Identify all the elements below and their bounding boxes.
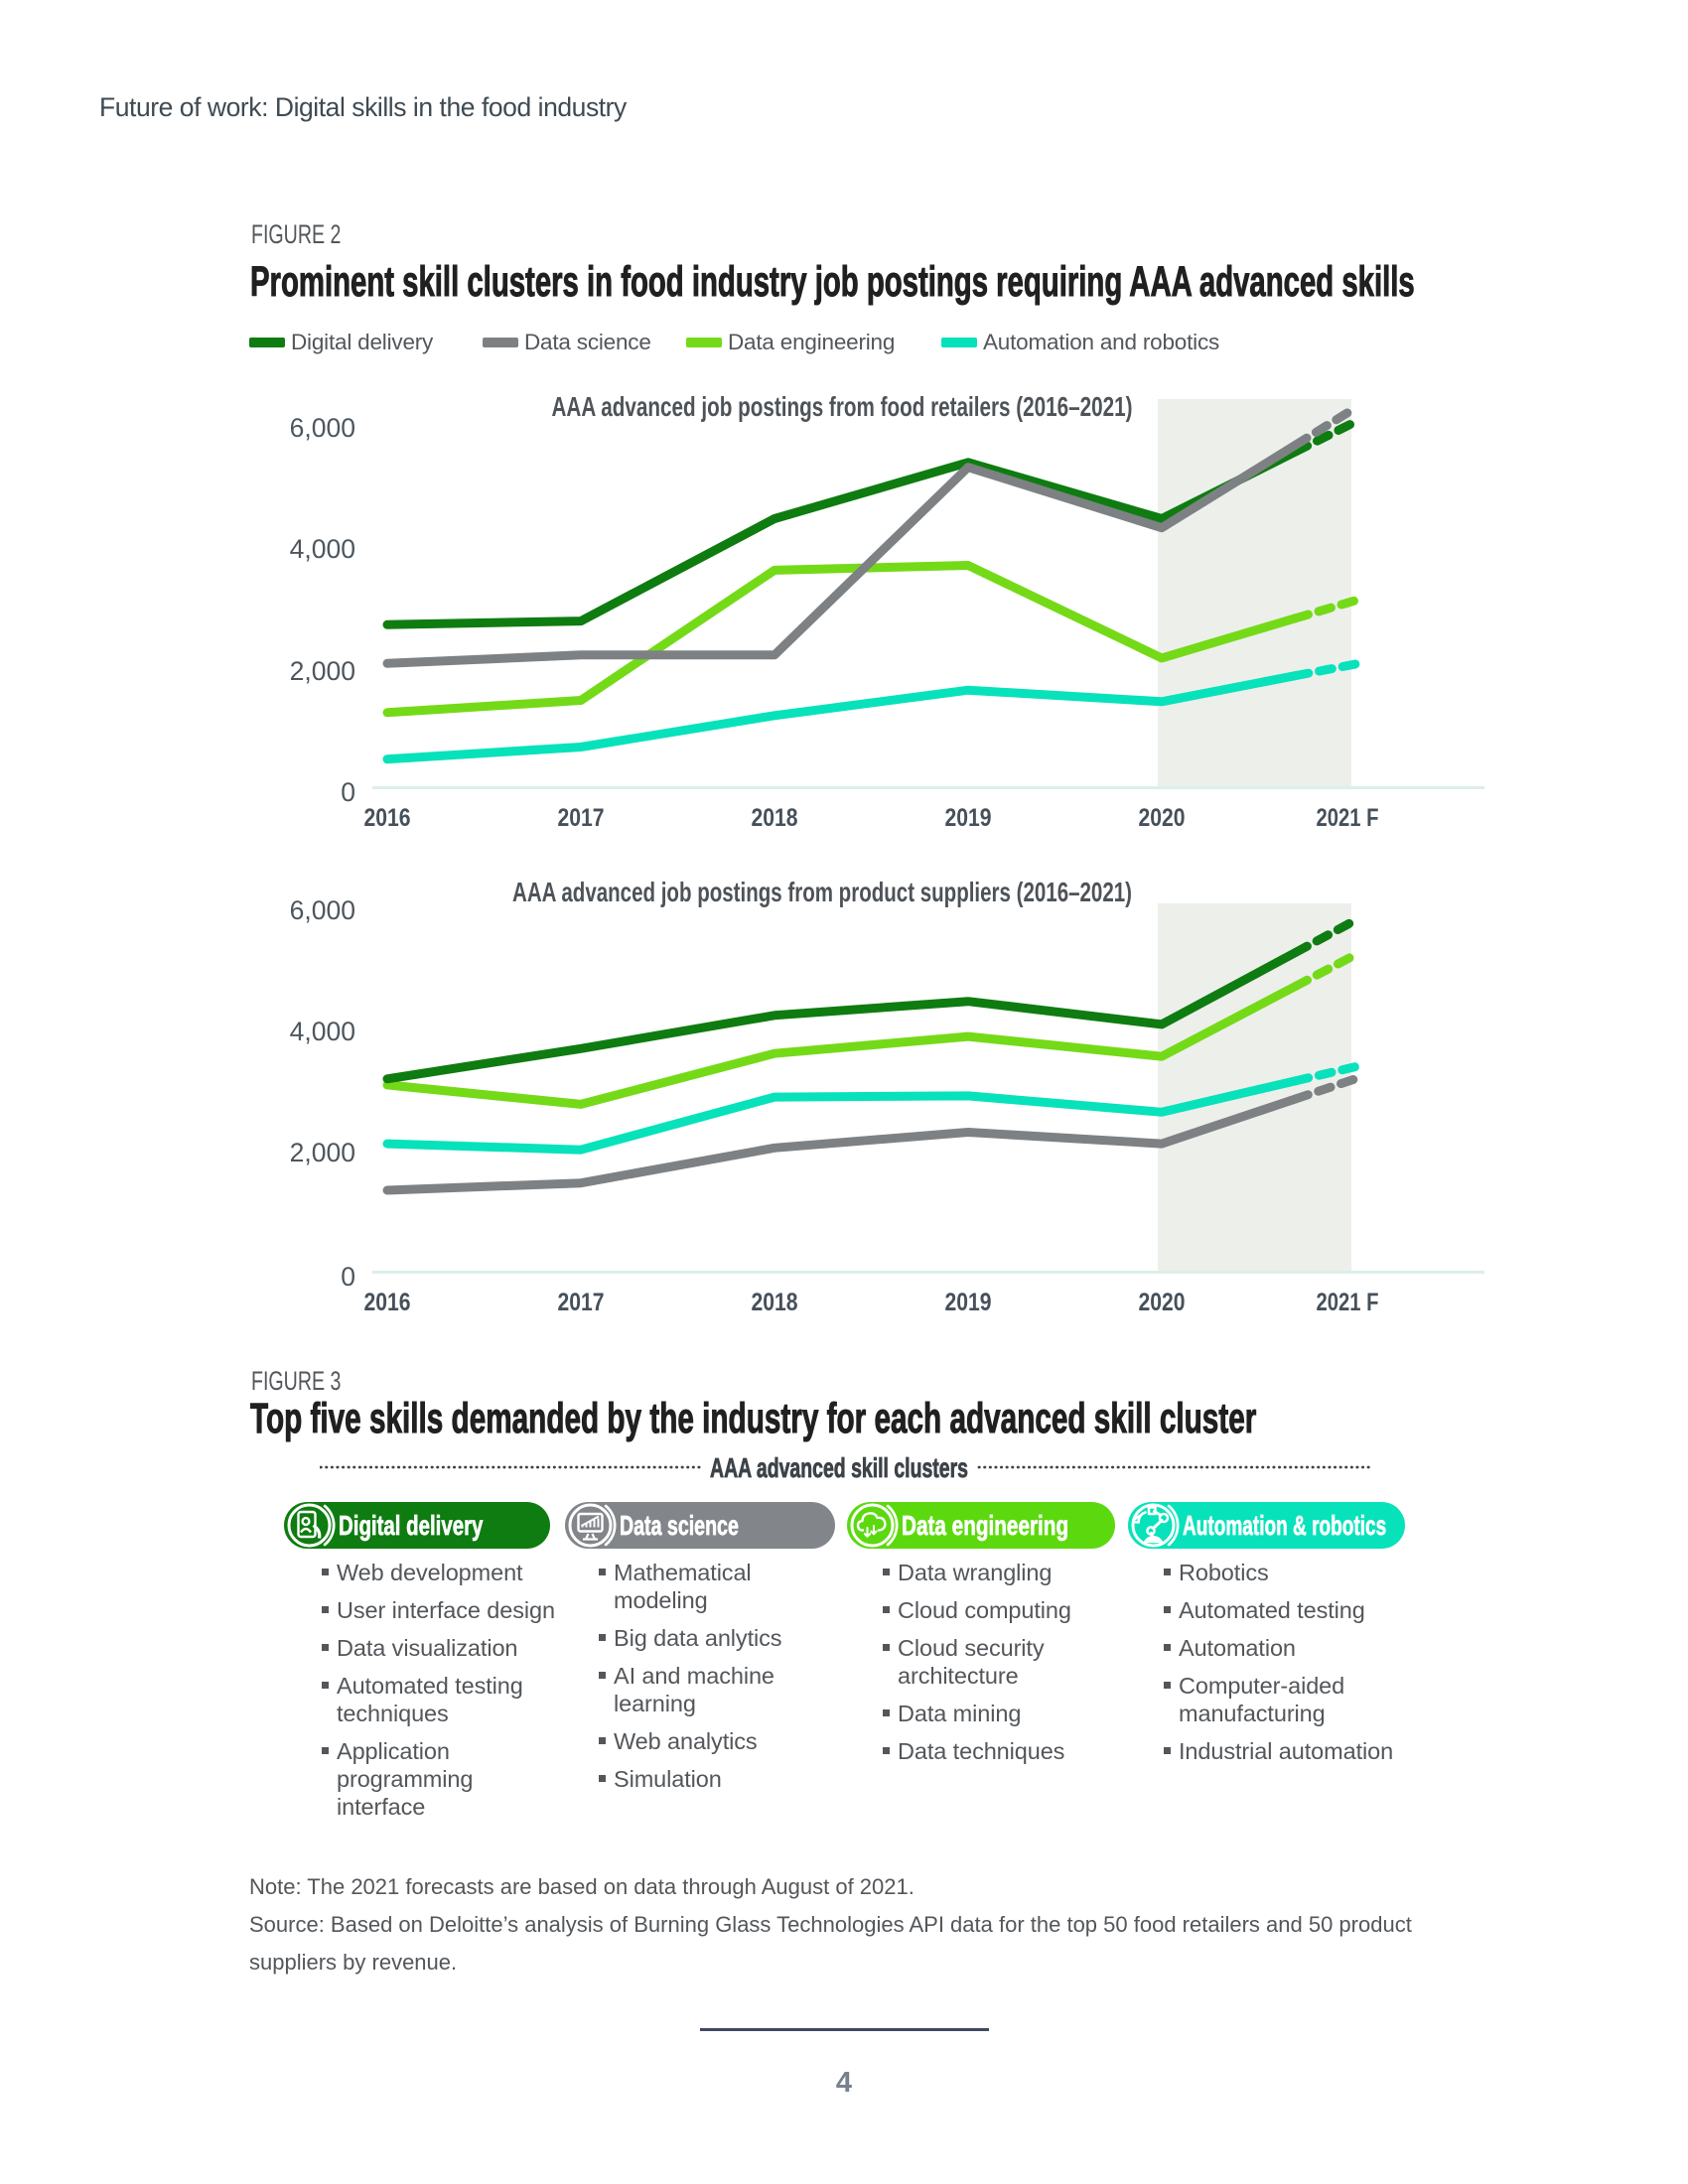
svg-text:2020: 2020 — [1139, 804, 1186, 832]
svg-text:2018: 2018 — [752, 804, 798, 832]
svg-text:2,000: 2,000 — [290, 1138, 355, 1167]
svg-text:2018: 2018 — [752, 1289, 798, 1316]
svg-text:AAA advanced job postings from: AAA advanced job postings from product s… — [512, 877, 1132, 907]
svg-text:2016: 2016 — [364, 1289, 411, 1316]
svg-text:2020: 2020 — [1139, 1289, 1186, 1316]
svg-text:2016: 2016 — [364, 804, 411, 832]
svg-text:0: 0 — [341, 777, 355, 807]
svg-text:AAA advanced job postings from: AAA advanced job postings from food reta… — [552, 391, 1133, 422]
svg-text:2017: 2017 — [558, 1289, 605, 1316]
svg-text:6,000: 6,000 — [290, 413, 355, 443]
svg-text:6,000: 6,000 — [290, 895, 355, 925]
svg-text:2021 F: 2021 F — [1317, 1289, 1379, 1316]
svg-text:2021 F: 2021 F — [1317, 804, 1379, 832]
svg-text:2017: 2017 — [558, 804, 605, 832]
svg-text:4,000: 4,000 — [290, 534, 355, 564]
svg-text:4,000: 4,000 — [290, 1017, 355, 1046]
svg-text:2,000: 2,000 — [290, 656, 355, 686]
svg-text:0: 0 — [341, 1262, 355, 1292]
svg-text:2019: 2019 — [945, 1289, 992, 1316]
svg-text:2019: 2019 — [945, 804, 992, 832]
